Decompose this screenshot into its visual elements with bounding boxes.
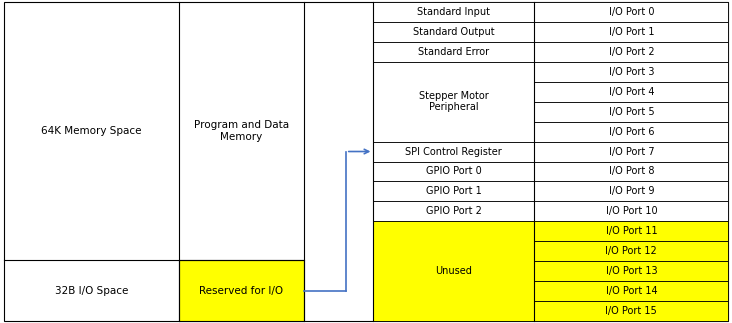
Bar: [373, 22, 534, 42]
Text: Reserved for I/O: Reserved for I/O: [200, 286, 283, 296]
Text: I/O Port 15: I/O Port 15: [605, 307, 657, 317]
Text: I/O Port 14: I/O Port 14: [605, 287, 657, 297]
Bar: [534, 22, 728, 42]
Bar: [373, 62, 534, 141]
Bar: [534, 241, 728, 261]
Bar: [534, 62, 728, 81]
Text: I/O Port 13: I/O Port 13: [605, 266, 657, 276]
Bar: [534, 42, 728, 62]
Text: I/O Port 4: I/O Port 4: [608, 87, 654, 97]
Bar: [373, 202, 534, 222]
Bar: [534, 222, 728, 242]
Bar: [373, 141, 534, 162]
Text: 32B I/O Space: 32B I/O Space: [55, 286, 128, 296]
Bar: [534, 121, 728, 141]
Text: GPIO Port 0: GPIO Port 0: [426, 166, 482, 176]
Bar: [373, 182, 534, 202]
Bar: [534, 182, 728, 202]
Text: I/O Port 5: I/O Port 5: [608, 107, 654, 117]
Text: I/O Port 6: I/O Port 6: [608, 127, 654, 137]
Bar: [534, 162, 728, 182]
Text: Stepper Motor
Peripheral: Stepper Motor Peripheral: [419, 91, 489, 112]
Text: I/O Port 10: I/O Port 10: [605, 206, 657, 216]
Bar: [534, 202, 728, 222]
Text: Standard Input: Standard Input: [417, 6, 490, 16]
Text: I/O Port 2: I/O Port 2: [608, 47, 654, 57]
Text: I/O Port 11: I/O Port 11: [605, 226, 657, 236]
Text: SPI Control Register: SPI Control Register: [406, 147, 502, 157]
Bar: [373, 2, 534, 22]
Text: I/O Port 7: I/O Port 7: [608, 147, 654, 157]
Text: GPIO Port 1: GPIO Port 1: [426, 186, 482, 196]
Bar: [534, 301, 728, 321]
Bar: [534, 141, 728, 162]
Text: I/O Port 8: I/O Port 8: [608, 166, 654, 176]
Bar: [534, 281, 728, 301]
Text: 64K Memory Space: 64K Memory Space: [41, 126, 142, 136]
Bar: [534, 261, 728, 281]
Text: I/O Port 12: I/O Port 12: [605, 246, 657, 256]
Text: I/O Port 3: I/O Port 3: [608, 67, 654, 77]
Text: I/O Port 1: I/O Port 1: [608, 26, 654, 36]
Text: Standard Error: Standard Error: [418, 47, 490, 57]
Bar: [534, 101, 728, 121]
Text: Standard Output: Standard Output: [413, 26, 495, 36]
Bar: [179, 260, 304, 321]
Bar: [534, 2, 728, 22]
Text: Program and Data
Memory: Program and Data Memory: [194, 120, 289, 141]
Bar: [373, 222, 534, 321]
Text: I/O Port 9: I/O Port 9: [608, 186, 654, 196]
Bar: [534, 81, 728, 101]
Text: I/O Port 0: I/O Port 0: [608, 6, 654, 16]
Bar: [373, 162, 534, 182]
Text: GPIO Port 2: GPIO Port 2: [426, 206, 482, 216]
Text: Unused: Unused: [436, 266, 472, 276]
Bar: [373, 42, 534, 62]
